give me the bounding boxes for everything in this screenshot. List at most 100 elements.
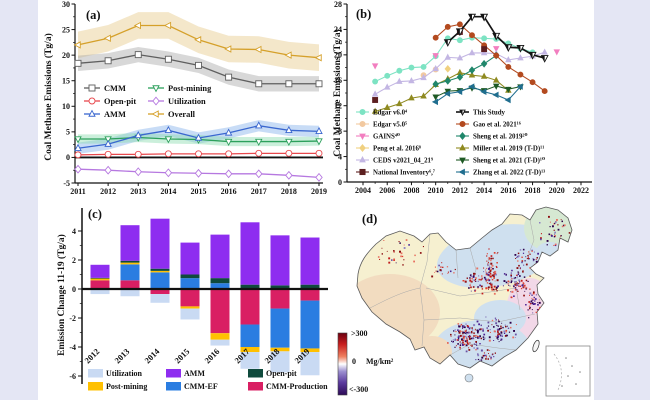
legend-item-b: Sheng et al. 2021 (T-D)¹⁰ [456,157,545,165]
panel-c-ytick: -6 [69,372,76,381]
dot-cluster-shanxi [481,248,499,295]
legend-label: Open-pit [104,97,136,106]
panel-a-xtick: 2019 [311,187,327,196]
panel-b-letter: (b) [356,7,372,21]
panel-a-ytick: -5 [63,179,70,188]
panel-a-ytick: 20 [62,51,70,60]
panel-b-y-axis-label: Coal Methane Emissions (Tg/a) [333,29,343,157]
legend-item-b: Miller et al. 2019 (T-D)¹¹ [456,144,544,153]
legend-item-cmm: CMM [84,84,126,93]
panel-b-ytick: 28 [334,0,342,9]
dot-cluster-shaanxi-ningxia [462,267,483,292]
panel-b-xtick: 2014 [476,186,492,195]
panel-a-xtick: 2011 [70,187,86,196]
panel-c-xtick: 2015 [172,346,191,365]
series-ceds-v2021-04-21- [371,48,548,97]
panel-c-xtick: 2016 [202,346,221,365]
series-peng-et-al-2016- [444,65,451,73]
dot-cluster-gansu-corridor [431,262,456,278]
legend-label: This Study [473,110,506,117]
panel-c-y-axis-label: Emission Change 11-19 (Tg/a) [57,234,67,356]
panel-a-ytick: 30 [62,0,70,9]
legend-label: Post-mining [106,382,147,391]
legend-item-utilization: Utilization [88,369,143,378]
axes: 4 2 0 -2 -4 -6 [69,208,83,384]
uncertainty-bands [78,12,319,154]
legend-label: CMM [104,84,126,93]
panel-a-xtick: 2017 [251,187,267,196]
panel-c-ytick: -2 [69,314,76,323]
bars [90,218,320,376]
legend-label: Gao et al. 2021¹⁶ [473,122,521,129]
panel-b-xtick: 2010 [428,186,444,195]
axes: -5 0 5 10 15 20 25 30 2011 2012 2013 2014 2015 2016 20… [62,0,327,196]
legend-item-cmm-ef: CMM-EF [166,382,218,391]
axes: 0 4 8 12 16 20 24 28 2004 2006 2008 2010 2012 2014 201… [334,0,592,195]
legend-label: Overall [168,110,196,119]
panel-c-letter: (c) [88,207,102,221]
colorbar-max-label: >300 [351,329,368,338]
panel-b-line-chart: 0 4 8 12 16 20 24 28 2004 2006 2008 2010 2012 2014 201… [334,0,592,195]
series-sheng-et-al-2019- [432,51,500,88]
panel-a-xtick: 2012 [100,187,116,196]
legend-label: CMM-EF [184,382,218,391]
panel-b-ytick: 0 [338,178,342,187]
panel-a-xtick: 2015 [191,187,207,196]
legend-item-amm: AMM [84,109,126,119]
legend-item-b: CEDS v2021_04_21⁹ [356,156,433,165]
series-zhang-et-al-2022-t-d- [431,83,523,106]
dot-cluster-guangdong [475,349,496,361]
china-map [356,206,573,383]
colorbar-mid-label: 0 [352,357,356,366]
dot-cluster-hunan-jiangxi [482,316,517,343]
panel-a-xtick: 2016 [221,187,237,196]
legend-item-b: Gao et al. 2021¹⁶ [456,120,521,129]
colorbar-unit-label: Mg/km² [366,357,394,366]
legend-item-cmm-production: CMM-Production [248,382,328,391]
panel-b-ytick: 16 [334,76,342,85]
legend-item-b: GAINS⁴⁰ [356,133,400,141]
legend-label: National Inventory⁶,⁷ [373,170,435,177]
series-open-pit [74,149,323,159]
legend-label: Sheng et al. 2019²⁰ [473,134,527,141]
panel-b-xtick: 2022 [573,186,589,195]
panel-a-ytick: 5 [66,128,70,137]
legend-item-b: Zhang et al. 2022 (T-D)¹³ [456,168,545,177]
series-this-study [443,13,549,63]
panel-a-ytick: 25 [62,25,70,34]
legend-label: Sheng et al. 2021 (T-D)¹⁰ [473,158,545,165]
legend-label: AMM [184,369,205,378]
series-gao-et-al-2021- [432,21,548,95]
series-overall [73,21,322,62]
legend-label: AMM [104,110,126,119]
legend-item-open-pit: Open-pit [84,97,136,106]
panel-b-ytick: 24 [334,25,342,34]
panel-b-xtick: 2016 [500,186,516,195]
legend-label: Edgar v6.0⁴ [373,110,407,117]
series-utilization [74,164,323,182]
legend-label: Open-pit [266,369,297,378]
legend: CMM Post-mining Open-pit Utilization AMM Over… [84,84,212,119]
dot-cluster-ne-scatter [557,246,572,269]
legend-item-b: This Study [456,110,506,117]
legend-item-b: National Inventory⁶,⁷ [356,168,435,177]
panel-a-letter: (a) [86,8,101,22]
panel-b-xtick: 2006 [379,186,395,195]
panel-a-ytick: 15 [62,77,70,86]
legend-item-utilization: Utilization [148,96,206,106]
colorbar [337,332,348,396]
legend-label: CEDS v2021_04_21⁹ [373,158,433,165]
panel-c-xtick: 2012 [82,346,101,365]
legend-item-b: Sheng et al. 2019²⁰ [456,132,527,141]
panel-a-y-axis-label: Coal Methane Emissions (Tg/a) [44,33,54,161]
legend-item-b: Peng et al. 2016⁸ [356,144,421,153]
panel-b-ytick: 20 [334,51,342,60]
legend-label: Miller et al. 2019 (T-D)¹¹ [473,146,544,153]
colorbar-min-label: <-300 [349,385,369,394]
panel-b-xtick: 2020 [549,186,565,195]
panel-c-xtick: 2013 [112,346,131,365]
panel-c-ytick: 2 [72,256,76,265]
panel-b-xtick: 2018 [525,186,541,195]
legend-label: Zhang et al. 2022 (T-D)¹³ [473,170,545,177]
panel-c-ytick: 4 [72,227,76,236]
